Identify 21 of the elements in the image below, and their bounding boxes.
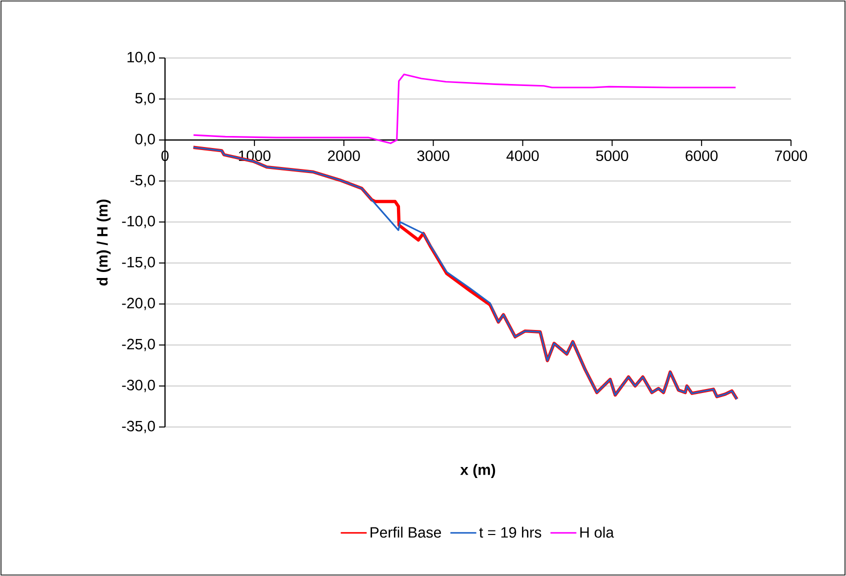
y-tick-label: -30,0	[122, 380, 155, 392]
y-tick-label: 5,0	[135, 92, 155, 106]
legend-label: H ola	[580, 526, 614, 538]
y-tick-label: 10,0	[128, 52, 155, 64]
y-tick-label: -15,0	[122, 256, 155, 270]
x-tick-label: 3000	[417, 150, 450, 162]
y-tick-label: -35,0	[122, 420, 155, 434]
x-tick-label: 2000	[328, 150, 360, 162]
x-tick-label: 6000	[686, 150, 718, 162]
x-tick-label: 4000	[506, 150, 539, 162]
y-axis-title: d (m) / H (m)	[96, 200, 111, 286]
y-tick-label: 0,0	[135, 134, 155, 146]
legend-label: Perfil Base	[370, 526, 441, 538]
y-tick-label: -25,0	[122, 338, 155, 352]
y-tick-label: -10,0	[122, 216, 155, 228]
y-tick-label: -20,0	[122, 298, 155, 310]
x-tick-label: 5000	[596, 150, 628, 162]
y-tick-label: -5,0	[130, 174, 155, 188]
x-axis-title: x (m)	[460, 464, 496, 478]
legend-label: t = 19 hrs	[479, 526, 542, 538]
x-tick-label: 7000	[775, 150, 808, 162]
